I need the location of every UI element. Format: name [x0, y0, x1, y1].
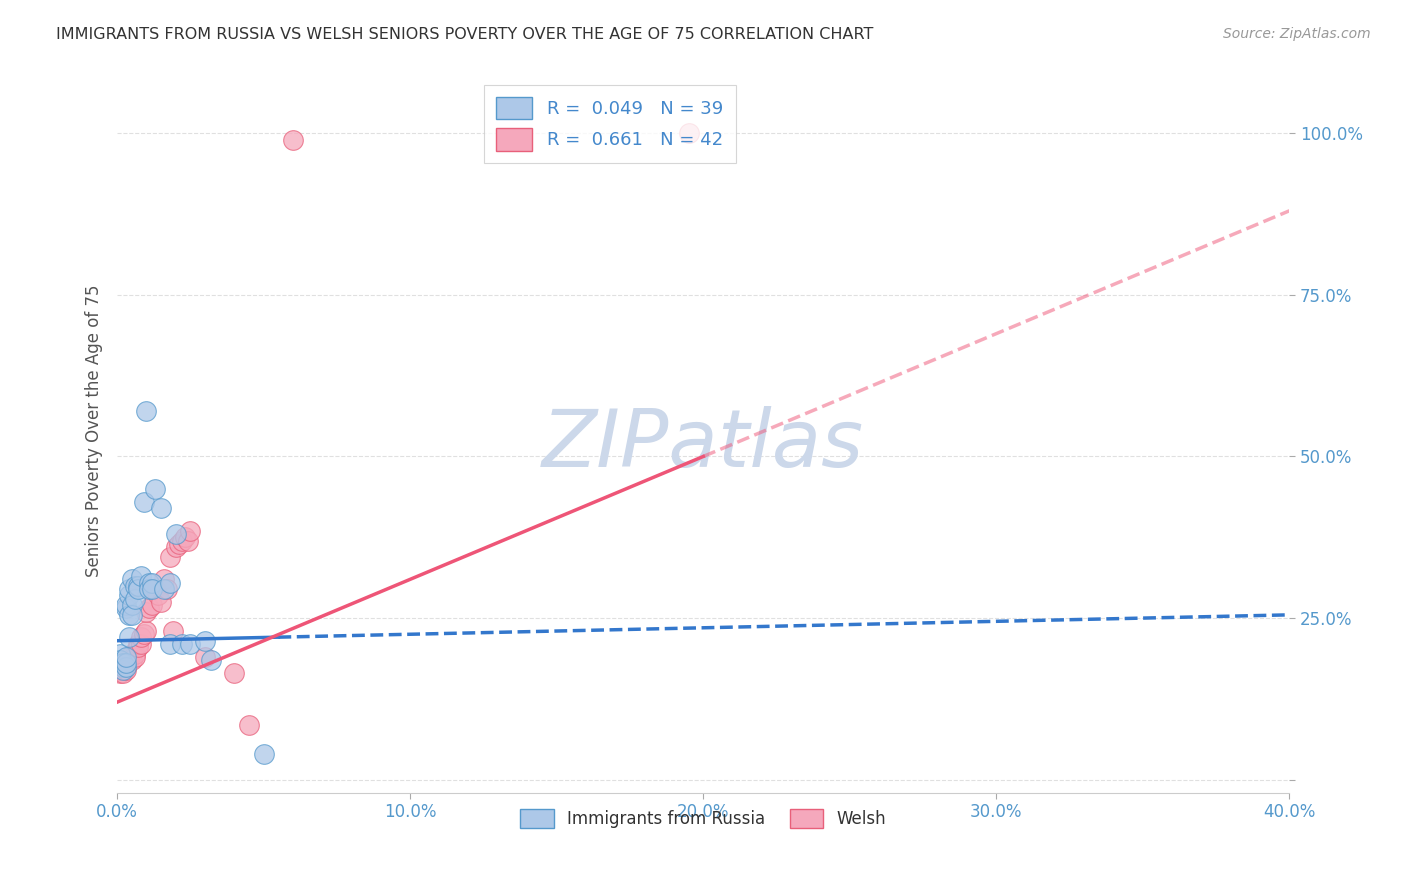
Point	[108, 666, 131, 681]
Point	[156, 582, 179, 596]
Point	[129, 631, 152, 645]
Point	[159, 549, 181, 564]
Point	[132, 494, 155, 508]
Point	[253, 747, 276, 761]
Point	[162, 624, 184, 638]
Point	[224, 666, 246, 681]
Point	[112, 663, 135, 677]
Point	[115, 659, 138, 673]
Legend: Immigrants from Russia, Welsh: Immigrants from Russia, Welsh	[513, 803, 893, 835]
Point	[200, 653, 222, 667]
Point	[118, 607, 141, 622]
Point	[165, 540, 187, 554]
Point	[112, 659, 135, 673]
Point	[194, 633, 217, 648]
Point	[176, 533, 198, 548]
Point	[141, 598, 163, 612]
Point	[112, 663, 135, 677]
Point	[135, 624, 157, 638]
Point	[143, 482, 166, 496]
Point	[118, 653, 141, 667]
Point	[281, 133, 304, 147]
Point	[115, 601, 138, 615]
Point	[170, 533, 193, 548]
Text: IMMIGRANTS FROM RUSSIA VS WELSH SENIORS POVERTY OVER THE AGE OF 75 CORRELATION C: IMMIGRANTS FROM RUSSIA VS WELSH SENIORS …	[56, 27, 873, 42]
Point	[135, 404, 157, 418]
Point	[121, 598, 143, 612]
Point	[124, 647, 146, 661]
Point	[678, 126, 700, 140]
Point	[179, 637, 201, 651]
Text: ZIPatlas: ZIPatlas	[543, 406, 865, 484]
Point	[115, 657, 138, 671]
Point	[127, 579, 149, 593]
Point	[118, 649, 141, 664]
Point	[118, 582, 141, 596]
Point	[150, 501, 173, 516]
Point	[138, 582, 160, 596]
Point	[108, 647, 131, 661]
Y-axis label: Seniors Poverty Over the Age of 75: Seniors Poverty Over the Age of 75	[86, 285, 103, 577]
Point	[108, 653, 131, 667]
Point	[153, 572, 176, 586]
Point	[127, 637, 149, 651]
Point	[141, 582, 163, 596]
Text: Source: ZipAtlas.com: Source: ZipAtlas.com	[1223, 27, 1371, 41]
Point	[115, 663, 138, 677]
Point	[129, 569, 152, 583]
Point	[165, 527, 187, 541]
Point	[159, 575, 181, 590]
Point	[108, 663, 131, 677]
Point	[112, 666, 135, 681]
Point	[108, 659, 131, 673]
Point	[143, 582, 166, 596]
Point	[194, 649, 217, 664]
Point	[135, 605, 157, 619]
Point	[148, 589, 170, 603]
Point	[121, 572, 143, 586]
Point	[153, 582, 176, 596]
Point	[132, 627, 155, 641]
Point	[129, 637, 152, 651]
Point	[115, 598, 138, 612]
Point	[141, 575, 163, 590]
Point	[138, 575, 160, 590]
Point	[170, 637, 193, 651]
Point	[173, 530, 195, 544]
Point	[167, 537, 190, 551]
Point	[124, 591, 146, 606]
Point	[115, 657, 138, 671]
Point	[121, 647, 143, 661]
Point	[121, 653, 143, 667]
Point	[179, 524, 201, 538]
Point	[127, 582, 149, 596]
Point	[124, 579, 146, 593]
Point	[159, 637, 181, 651]
Point	[112, 659, 135, 673]
Point	[138, 601, 160, 615]
Point	[124, 649, 146, 664]
Point	[238, 718, 260, 732]
Point	[118, 589, 141, 603]
Point	[121, 607, 143, 622]
Point	[115, 649, 138, 664]
Point	[127, 640, 149, 655]
Point	[150, 595, 173, 609]
Point	[118, 631, 141, 645]
Point	[112, 657, 135, 671]
Point	[115, 659, 138, 673]
